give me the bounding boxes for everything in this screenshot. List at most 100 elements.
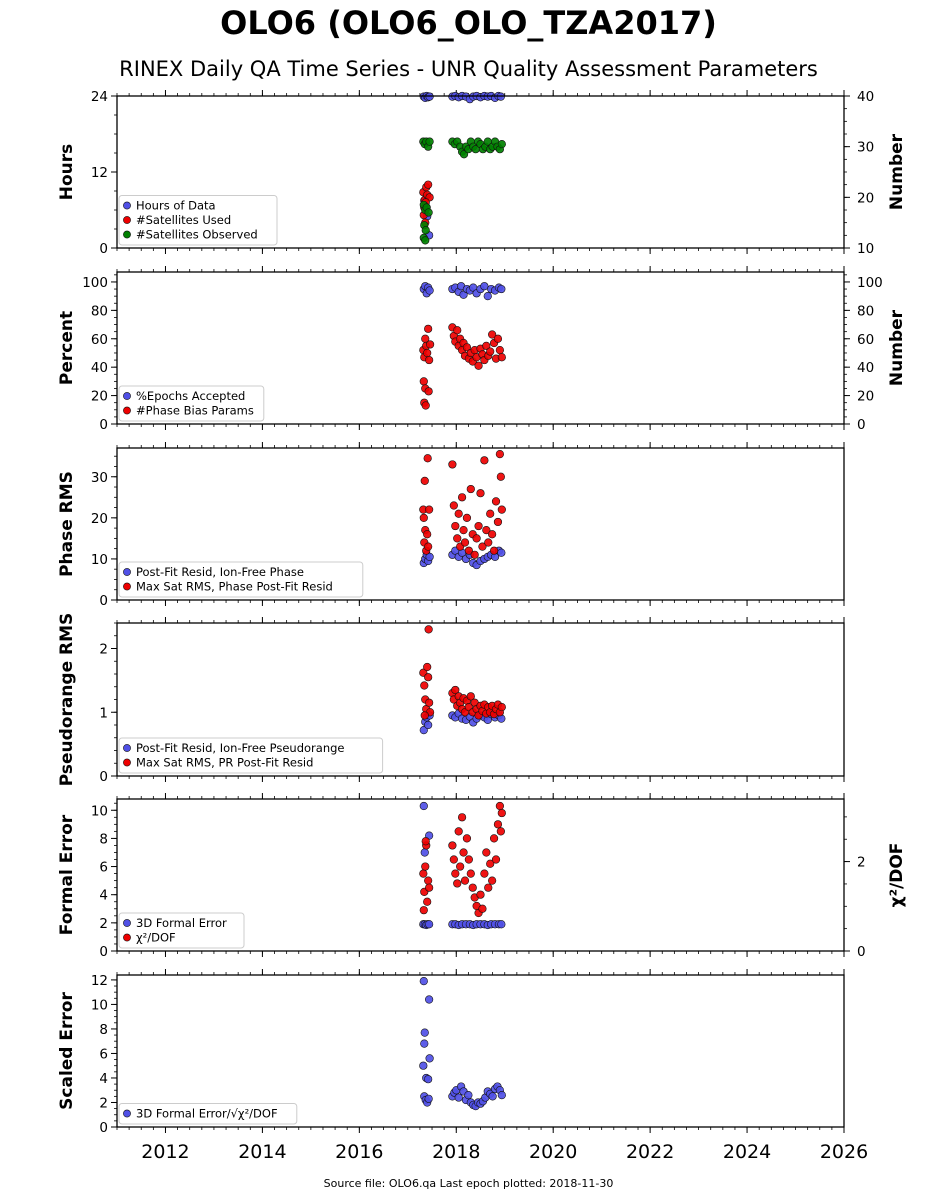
- data-point: [488, 1092, 497, 1101]
- data-point: [497, 505, 506, 514]
- data-point: [484, 538, 493, 547]
- y2-tick-label: 80: [857, 303, 874, 319]
- legend: 3D Formal Error/√χ²/DOF: [118, 1103, 298, 1125]
- axes-frame: [116, 271, 845, 425]
- legend-marker: [123, 392, 131, 400]
- data-point: [419, 801, 428, 811]
- data-point: [449, 501, 458, 510]
- panel-3: 0 10 20 30 Phase RMS Post-Fit Resid, Ion-Free…: [57, 442, 845, 609]
- y2-axis-label: χ²/DOF: [887, 843, 907, 908]
- data-point: [460, 538, 470, 547]
- data-point: [470, 550, 479, 559]
- data-point: [423, 662, 432, 672]
- data-point: [466, 692, 475, 701]
- data-point: [466, 869, 475, 878]
- data-point: [419, 377, 428, 386]
- legend-label: Post-Fit Resid, Ion-Free Phase: [136, 565, 304, 579]
- data-point: [468, 883, 477, 892]
- data-point: [459, 848, 468, 857]
- data-point: [424, 720, 433, 730]
- data-point: [482, 848, 491, 857]
- data-point: [454, 1093, 463, 1102]
- legend-label: %Epochs Accepted: [136, 389, 245, 403]
- data-point: [420, 681, 429, 690]
- data-point: [425, 698, 434, 707]
- data-point: [459, 526, 468, 535]
- data-point: [489, 546, 499, 555]
- x-tick-label: 2026: [820, 1141, 868, 1163]
- data-point: [425, 995, 434, 1004]
- y-tick-label: 30: [91, 470, 108, 486]
- data-point: [419, 1061, 428, 1070]
- y-tick-label: 12: [91, 973, 108, 989]
- y-tick-label: 20: [91, 389, 108, 405]
- y-tick-label: 2: [99, 916, 108, 932]
- y-tick-label: 12: [91, 165, 108, 181]
- data-point: [466, 484, 475, 494]
- legend-label: Hours of Data: [136, 199, 216, 213]
- data-point: [491, 855, 501, 864]
- legend: Hours of Data#Satellites Used#Satellites…: [118, 195, 278, 246]
- data-point: [478, 904, 487, 913]
- data-point: [456, 862, 465, 871]
- legend-marker: [123, 933, 131, 942]
- y-tick-label: 0: [99, 417, 108, 433]
- data-point: [425, 552, 434, 561]
- data-point: [480, 869, 489, 878]
- legend-marker: [123, 216, 131, 224]
- legend-marker: [123, 201, 131, 210]
- data-point: [462, 513, 472, 522]
- y-tick-label: 0: [99, 1120, 108, 1136]
- y-axis-label: Formal Error: [57, 814, 77, 935]
- y2-tick-label: 10: [857, 241, 874, 257]
- y-tick-label: 4: [99, 888, 108, 904]
- data-point: [482, 341, 491, 350]
- panel-4: 0 1 2 Pseudorange RMS Post-Fit Resid, Ion-Fr…: [57, 613, 845, 786]
- data-point: [486, 347, 495, 356]
- data-point: [420, 848, 429, 857]
- data-point: [478, 542, 487, 551]
- data-point: [448, 841, 457, 850]
- data-point: [424, 1075, 433, 1084]
- series-2: [419, 323, 506, 410]
- y-tick-label: 24: [91, 89, 108, 105]
- data-point: [421, 862, 430, 871]
- y2-axis-label: Number: [887, 133, 907, 210]
- data-point: [453, 879, 462, 888]
- data-point: [497, 353, 506, 362]
- data-point: [457, 813, 467, 822]
- data-point: [497, 548, 506, 557]
- chart-subtitle: RINEX Daily QA Time Series - UNR Quality…: [119, 57, 818, 81]
- y-axis-label: Hours: [57, 144, 77, 201]
- data-point: [449, 855, 458, 864]
- legend-marker: [123, 744, 131, 752]
- data-point: [453, 534, 462, 543]
- y-tick-label: 6: [99, 860, 108, 876]
- data-point: [420, 476, 429, 485]
- y-tick-label: 4: [99, 1071, 108, 1087]
- legend: %Epochs Accepted#Phase Bias Params: [118, 385, 265, 422]
- axes-frame: [116, 95, 845, 249]
- data-point: [483, 292, 492, 301]
- data-point: [497, 920, 506, 929]
- legend-marker: [123, 230, 131, 239]
- series-1: [419, 977, 506, 1111]
- data-point: [496, 827, 505, 836]
- legend-label: Post-Fit Resid, Ion-Free Pseudorange: [136, 741, 344, 755]
- data-point: [476, 890, 485, 899]
- y2-tick-label: 20: [857, 190, 874, 206]
- legend-marker: [123, 582, 131, 591]
- data-point: [464, 1091, 473, 1100]
- y2-tick-label: 100: [857, 275, 883, 291]
- y-tick-label: 1: [99, 705, 108, 721]
- legend-label: 3D Formal Error/√χ²/DOF: [136, 1107, 278, 1121]
- data-point: [480, 456, 489, 465]
- data-point: [425, 920, 434, 929]
- x-tick-label: 2018: [432, 1141, 480, 1163]
- series-1: [419, 546, 506, 570]
- data-point: [462, 834, 472, 843]
- y-tick-label: 100: [82, 275, 108, 291]
- data-point: [453, 326, 462, 335]
